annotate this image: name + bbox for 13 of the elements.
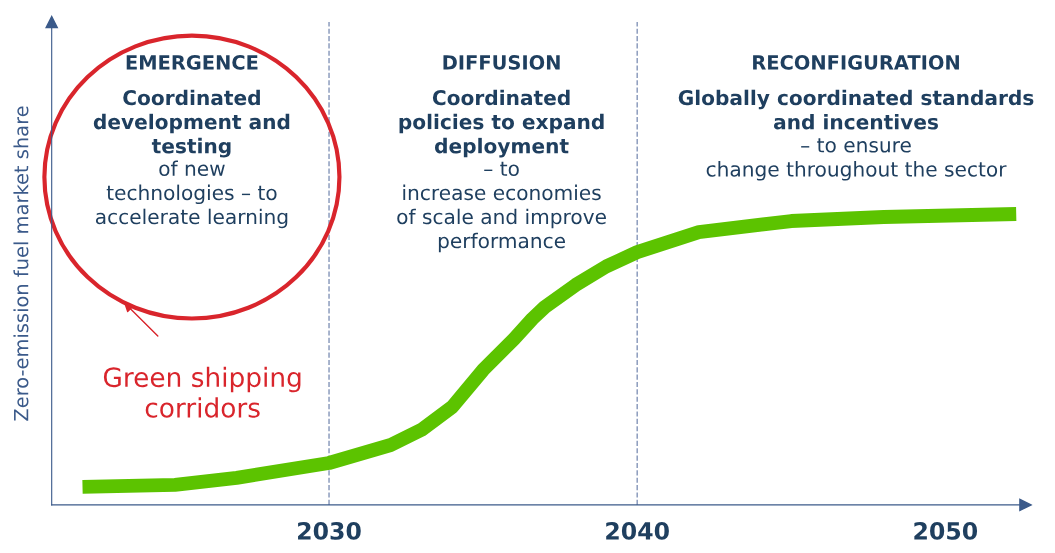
annotation: – to increase economies of scale and improve performance (397, 161, 606, 253)
annotation: of new technologies – to accelerate learning (95, 160, 288, 229)
x-tick-label: 2030 (298, 521, 361, 540)
text: DIFFUSION (443, 55, 560, 70)
annotation: Green shipping corridors (103, 366, 301, 418)
text: EMERGENCE (126, 55, 258, 70)
text: Globally coordinated standards and incentives (678, 89, 1034, 130)
x-tick-label: 2040 (606, 521, 669, 540)
text: – to ensure change throughout the sector (706, 138, 1007, 181)
y-axis-title: Zero-emission fuel market share (13, 106, 29, 421)
text: RECONFIGURATION (753, 55, 959, 70)
text: Coordinated policies to expand deployment (399, 89, 604, 158)
x-tick-label: 2050 (914, 521, 978, 540)
